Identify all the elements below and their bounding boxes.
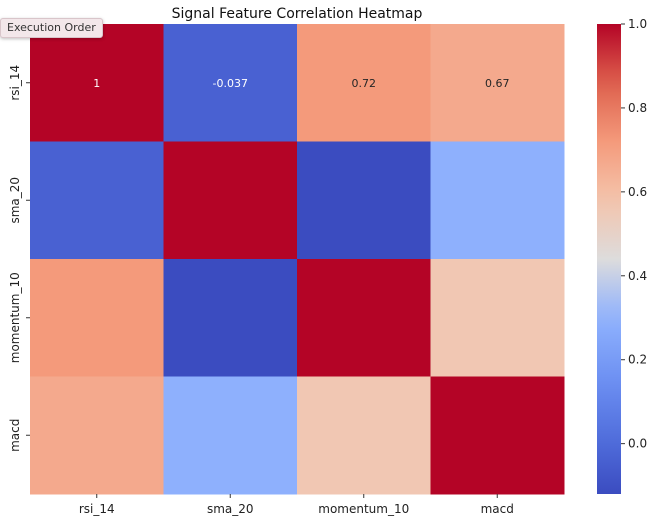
- heatmap-cell-momentum_10-rsi_14: [30, 259, 164, 377]
- heatmap-cell-sma_20-rsi_14: [30, 141, 164, 260]
- execution-order-button[interactable]: Execution Order: [0, 18, 103, 38]
- y-tick-label-rsi_14: rsi_14: [8, 65, 22, 101]
- y-tick-label-momentum_10: momentum_10: [8, 272, 22, 363]
- cell-label-rsi_14-sma_20: -0.037: [213, 77, 248, 90]
- colorbar-tick-label: 0.2: [628, 353, 647, 367]
- x-tick-label-sma_20: sma_20: [207, 502, 254, 516]
- cell-annotations: 1 -0.037 0.72 0.67: [93, 77, 509, 90]
- heatmap-cell-macd-sma_20: [163, 376, 298, 495]
- heatmap-cell-momentum_10-macd: [430, 259, 565, 377]
- colorbar: [597, 24, 621, 494]
- y-tick-label-macd: macd: [8, 419, 22, 452]
- chart-title: Signal Feature Correlation Heatmap: [172, 6, 423, 22]
- heatmap-cells: [30, 24, 565, 495]
- colorbar-tick-label: 1.0: [628, 17, 647, 31]
- heatmap-cell-macd-rsi_14: [30, 376, 164, 495]
- colorbar-tick-label: 0.4: [628, 269, 647, 283]
- colorbar-tick-label: 0.6: [628, 185, 647, 199]
- heatmap-cell-macd-momentum_10: [297, 376, 431, 495]
- x-axis: rsi_14 sma_20 momentum_10 macd: [79, 494, 514, 516]
- colorbar-tick-label: 0.0: [628, 437, 647, 451]
- x-tick-label-momentum_10: momentum_10: [318, 502, 409, 516]
- colorbar-ticks: 0.0 0.2 0.4 0.6 0.8 1.0: [621, 17, 647, 451]
- heatmap-cell-rsi_14-macd: [430, 24, 565, 142]
- heatmap-cell-sma_20-momentum_10: [297, 141, 431, 260]
- heatmap-cell-rsi_14-rsi_14: [30, 24, 164, 142]
- heatmap-cell-rsi_14-momentum_10: [297, 24, 431, 142]
- cell-label-rsi_14-macd: 0.67: [485, 77, 510, 90]
- heatmap-cell-sma_20-sma_20: [163, 141, 298, 260]
- cell-label-rsi_14-momentum_10: 0.72: [352, 77, 377, 90]
- heatmap-cell-momentum_10-momentum_10: [297, 259, 431, 377]
- heatmap-cell-macd-macd: [430, 376, 565, 495]
- y-tick-label-sma_20: sma_20: [8, 177, 22, 224]
- heatmap-cell-sma_20-macd: [430, 141, 565, 260]
- heatmap-cell-momentum_10-sma_20: [163, 259, 298, 377]
- heatmap-cell-rsi_14-sma_20: [163, 24, 298, 142]
- colorbar-tick-label: 0.8: [628, 101, 647, 115]
- x-tick-label-rsi_14: rsi_14: [79, 502, 115, 516]
- x-tick-label-macd: macd: [481, 502, 514, 516]
- cell-label-rsi_14-rsi_14: 1: [93, 77, 100, 90]
